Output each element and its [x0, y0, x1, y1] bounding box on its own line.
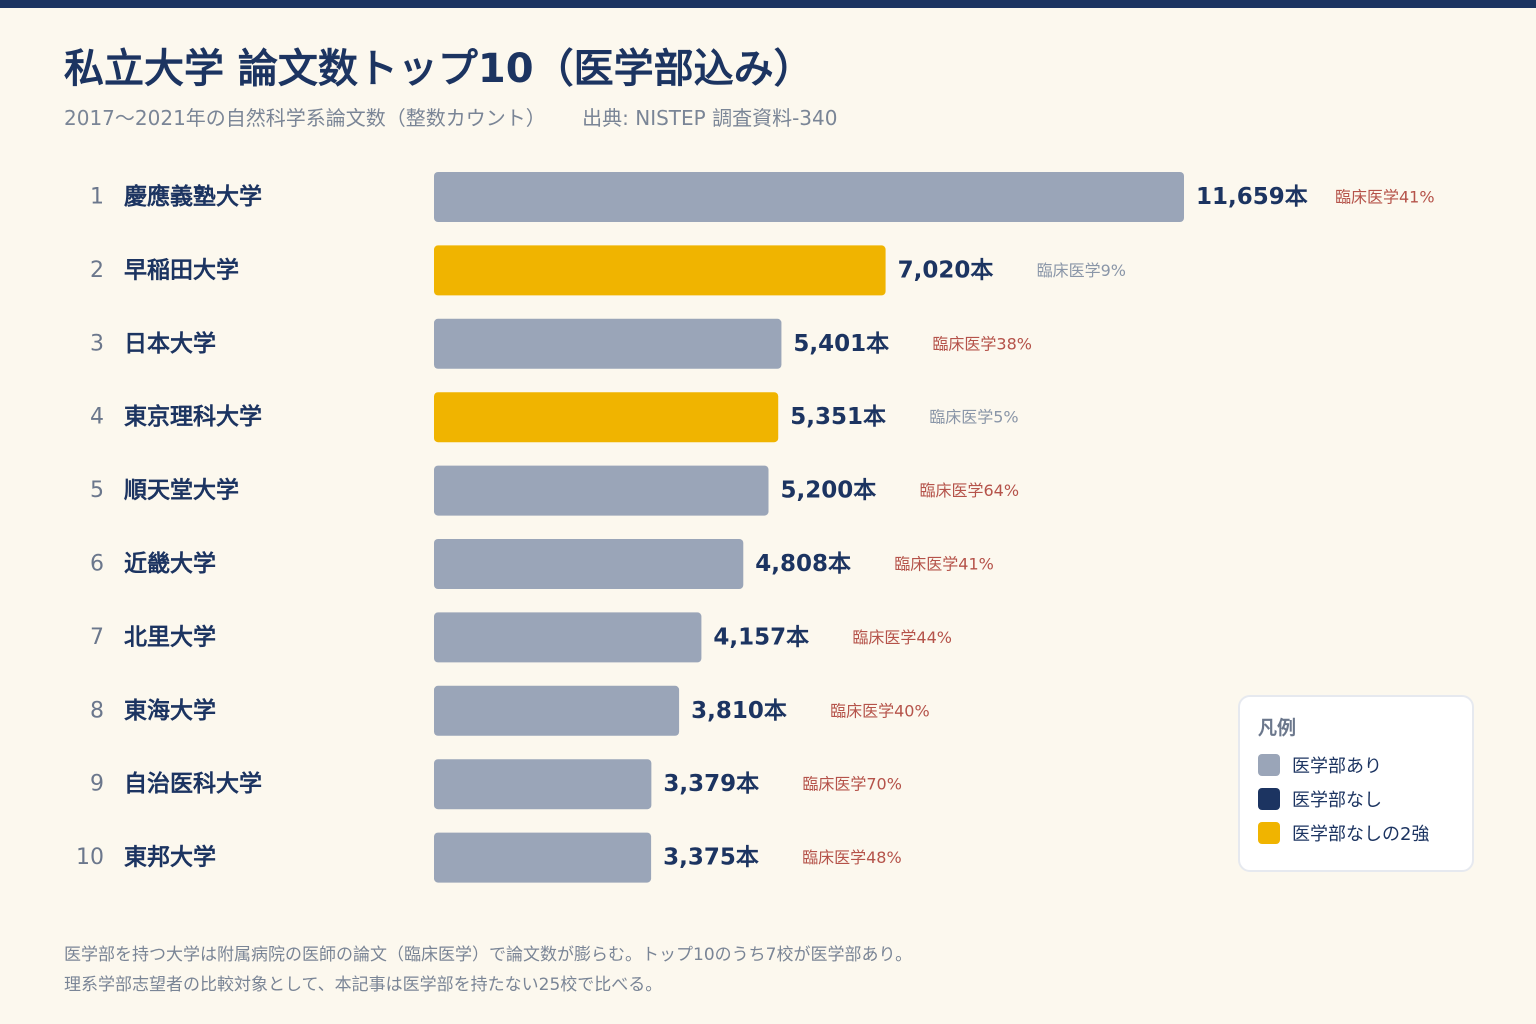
- bar-chart: 1 慶應義塾大学 11,659本 臨床医学41%2 早稲田大学 7,020本 臨床医学9%3…: [76, 172, 1435, 883]
- rank-label: 9: [90, 772, 104, 797]
- legend-item-non-medical: 医学部なし: [1258, 782, 1454, 816]
- university-label: 東海大学: [124, 697, 216, 724]
- legend-swatch-non-medical-top2: [1258, 822, 1280, 844]
- footnote: 医学部を持つ大学は附属病院の医師の論文（臨床医学）で論文数が膨らむ。トップ10の…: [64, 940, 912, 1000]
- bar: [434, 759, 652, 810]
- rank-label: 7: [90, 625, 104, 650]
- university-label: 東京理科大学: [124, 403, 262, 430]
- university-label: 近畿大学: [124, 550, 216, 577]
- bar: [434, 172, 1184, 222]
- legend-swatch-non-medical: [1258, 788, 1280, 810]
- clinical-share-label: 臨床医学5%: [929, 408, 1018, 427]
- value-label: 7,020本: [898, 257, 994, 283]
- bar: [434, 685, 680, 736]
- source-text: 出典: NISTEP 調査資料-340: [582, 106, 838, 130]
- value-label: 3,375本: [663, 845, 759, 871]
- clinical-share-label: 臨床医学64%: [920, 481, 1020, 500]
- legend-title: 凡例: [1258, 717, 1297, 739]
- rank-label: 4: [90, 405, 104, 430]
- rank-label: 1: [90, 185, 104, 210]
- value-label: 4,157本: [713, 624, 809, 650]
- bar: [434, 612, 702, 663]
- university-label: 北里大学: [124, 623, 216, 650]
- clinical-share-label: 臨床医学38%: [932, 334, 1032, 353]
- rank-label: 2: [90, 258, 104, 283]
- clinical-share-label: 臨床医学48%: [802, 848, 902, 867]
- rank-label: 3: [90, 331, 104, 356]
- university-label: 順天堂大学: [124, 477, 239, 504]
- top-accent-stripe: [0, 0, 1536, 8]
- legend-swatch-medical: [1258, 754, 1280, 776]
- value-label: 3,379本: [663, 771, 759, 797]
- legend-label: 医学部なしの2強: [1292, 824, 1430, 845]
- bar: [434, 465, 769, 516]
- university-label: 慶應義塾大学: [124, 183, 262, 210]
- bar: [434, 539, 744, 589]
- bar: [434, 832, 652, 883]
- legend: 凡例 医学部あり 医学部なし 医学部なしの2強: [1238, 695, 1474, 872]
- clinical-share-label: 臨床医学41%: [894, 555, 994, 574]
- value-label: 11,659本: [1196, 184, 1308, 210]
- legend-item-non-medical-top2: 医学部なしの2強: [1258, 816, 1454, 850]
- university-label: 早稲田大学: [124, 256, 239, 283]
- footnote-line: 医学部を持つ大学は附属病院の医師の論文（臨床医学）で論文数が膨らむ。トップ10の…: [64, 945, 913, 965]
- university-label: 日本大学: [124, 330, 216, 357]
- rank-label: 5: [90, 478, 104, 503]
- university-label: 東邦大学: [124, 844, 216, 871]
- value-label: 5,200本: [781, 478, 877, 504]
- value-label: 5,351本: [790, 404, 886, 430]
- value-label: 4,808本: [755, 551, 851, 577]
- value-label: 3,810本: [691, 698, 787, 724]
- bar: [434, 392, 779, 443]
- rank-label: 8: [90, 698, 104, 723]
- clinical-share-label: 臨床医学41%: [1335, 188, 1435, 207]
- value-label: 5,401本: [793, 331, 889, 357]
- bar: [434, 245, 886, 296]
- bar: [434, 318, 782, 369]
- subtitle-text: 2017〜2021年の自然科学系論文数（整数カウント）: [64, 106, 546, 130]
- university-label: 自治医科大学: [124, 770, 262, 797]
- clinical-share-label: 臨床医学70%: [802, 775, 902, 794]
- rank-label: 10: [76, 845, 104, 870]
- legend-label: 医学部なし: [1292, 790, 1382, 811]
- page-title: 私立大学 論文数トップ10（医学部込み）: [64, 46, 814, 92]
- legend-label: 医学部あり: [1292, 756, 1382, 777]
- footnote-line: 理系学部志望者の比較対象として、本記事は医学部を持たない25校で比べる。: [64, 975, 663, 995]
- rank-label: 6: [90, 552, 104, 577]
- clinical-share-label: 臨床医学40%: [830, 701, 930, 720]
- chart-subtitle: 2017〜2021年の自然科学系論文数（整数カウント） 出典: NISTEP 調…: [64, 102, 837, 131]
- clinical-share-label: 臨床医学44%: [852, 628, 952, 647]
- legend-item-medical: 医学部あり: [1258, 748, 1454, 782]
- clinical-share-label: 臨床医学9%: [1037, 261, 1126, 280]
